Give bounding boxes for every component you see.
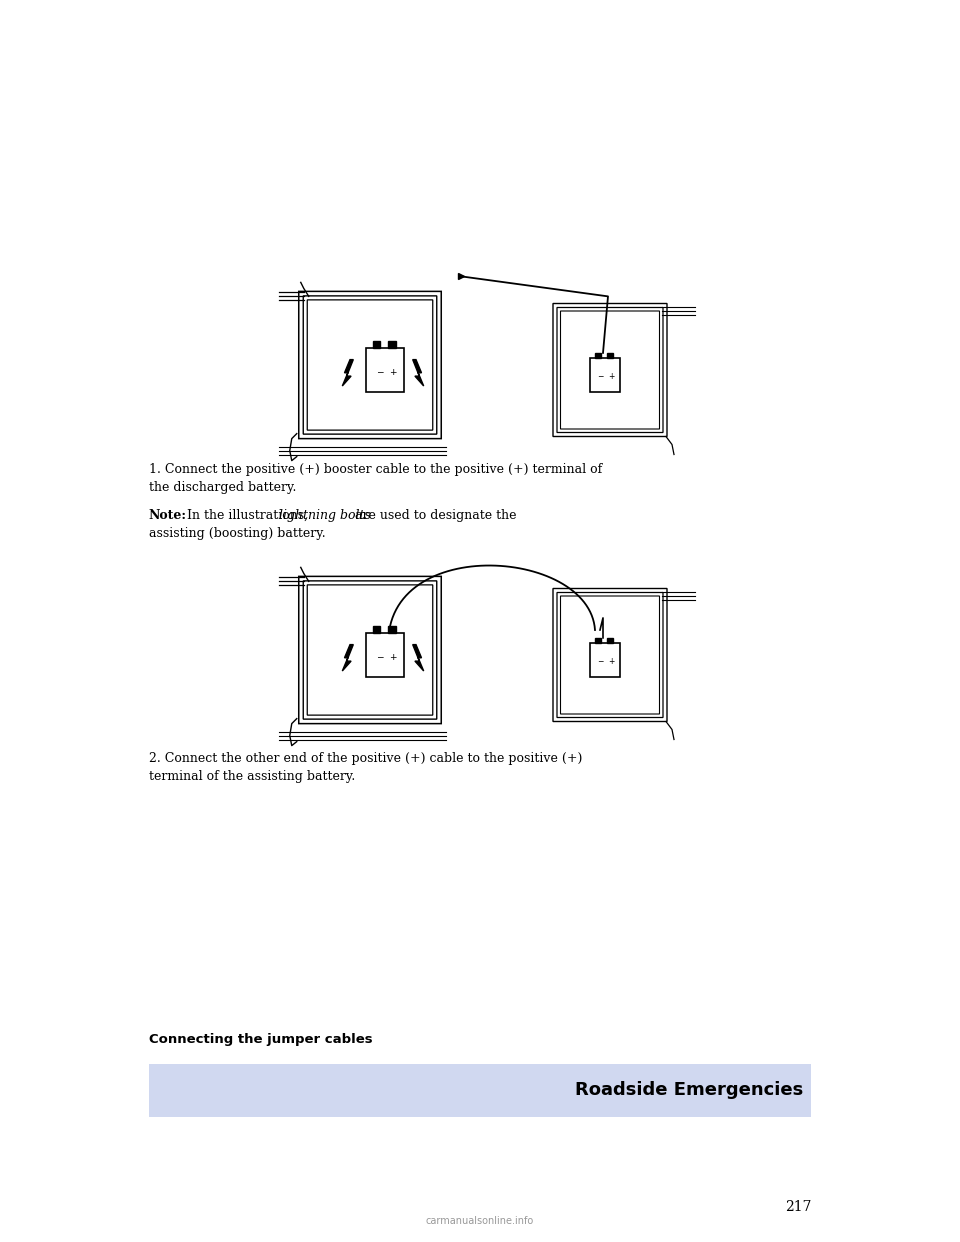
Bar bbox=[595, 638, 601, 643]
Polygon shape bbox=[343, 360, 353, 386]
Text: Connecting the jumper cables: Connecting the jumper cables bbox=[149, 1033, 372, 1046]
Bar bbox=[608, 353, 613, 358]
Text: −: − bbox=[597, 373, 604, 381]
Text: carmanualsonline.info: carmanualsonline.info bbox=[426, 1216, 534, 1226]
Text: 2. Connect the other end of the positive (+) cable to the positive (+): 2. Connect the other end of the positive… bbox=[149, 751, 582, 765]
Text: 1. Connect the positive (+) booster cable to the positive (+) terminal of: 1. Connect the positive (+) booster cabl… bbox=[149, 463, 602, 476]
Bar bbox=[372, 342, 380, 348]
Text: In the illustrations,: In the illustrations, bbox=[182, 509, 312, 522]
Bar bbox=[590, 643, 620, 677]
Bar bbox=[366, 633, 404, 677]
Bar bbox=[608, 638, 613, 643]
Text: −: − bbox=[375, 653, 383, 662]
Bar bbox=[388, 626, 396, 633]
Text: −: − bbox=[597, 657, 604, 666]
Bar bbox=[149, 1064, 811, 1117]
Bar bbox=[590, 358, 620, 392]
Bar bbox=[366, 348, 404, 392]
Bar bbox=[372, 626, 380, 633]
Text: are used to designate the: are used to designate the bbox=[350, 509, 516, 522]
Text: assisting (boosting) battery.: assisting (boosting) battery. bbox=[149, 527, 325, 540]
Polygon shape bbox=[343, 645, 353, 671]
FancyBboxPatch shape bbox=[299, 292, 442, 438]
Text: the discharged battery.: the discharged battery. bbox=[149, 481, 297, 494]
FancyBboxPatch shape bbox=[299, 576, 442, 724]
Bar bbox=[388, 342, 396, 348]
Text: +: + bbox=[608, 373, 614, 381]
Bar bbox=[595, 353, 601, 358]
FancyBboxPatch shape bbox=[553, 303, 667, 436]
Text: −: − bbox=[375, 368, 383, 376]
Text: terminal of the assisting battery.: terminal of the assisting battery. bbox=[149, 770, 355, 782]
Text: Note:: Note: bbox=[149, 509, 187, 522]
Text: +: + bbox=[389, 368, 396, 376]
Text: +: + bbox=[389, 653, 396, 662]
Text: lightning bolts: lightning bolts bbox=[278, 509, 371, 522]
Polygon shape bbox=[413, 645, 423, 671]
FancyBboxPatch shape bbox=[553, 589, 667, 722]
Polygon shape bbox=[413, 360, 423, 386]
Text: 217: 217 bbox=[784, 1200, 811, 1213]
Text: Roadside Emergencies: Roadside Emergencies bbox=[575, 1082, 804, 1099]
Text: +: + bbox=[608, 657, 614, 666]
